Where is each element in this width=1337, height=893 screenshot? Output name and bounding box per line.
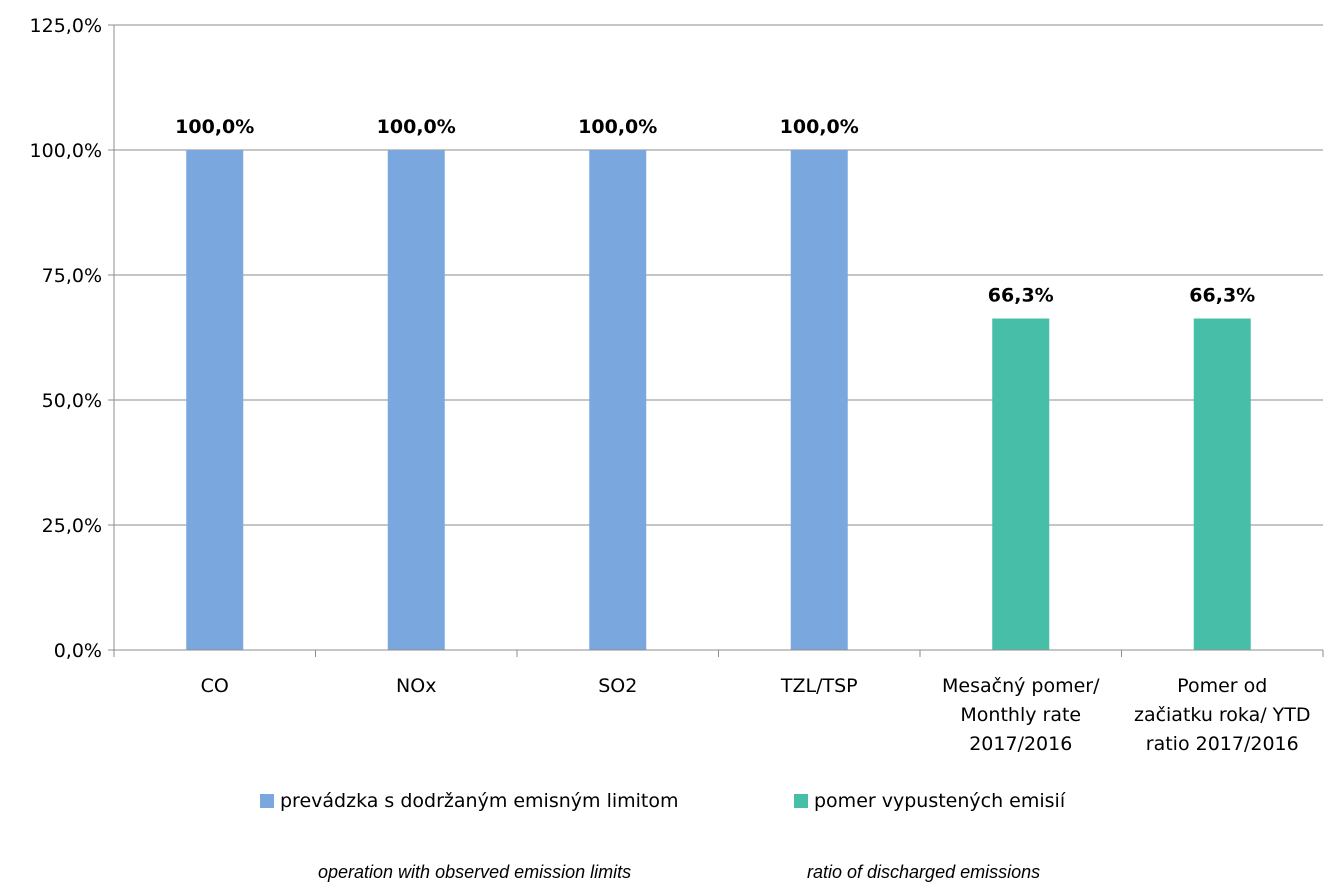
legend-item-series-1: prevádzka s dodržaným emisným limitom xyxy=(260,790,679,812)
axes xyxy=(108,24,1324,657)
y-tick-label: 125,0% xyxy=(30,15,102,37)
x-category-label-line: Monthly rate xyxy=(960,704,1081,726)
gridlines xyxy=(114,24,1323,526)
data-label: 100,0% xyxy=(377,116,456,138)
legend-label-series-2: pomer vypustených emisií xyxy=(814,790,1066,812)
x-category-label: SO2 xyxy=(598,675,637,697)
x-category-label: CO xyxy=(201,675,229,697)
x-category-label-line: ratio 2017/2016 xyxy=(1146,733,1299,755)
data-label: 100,0% xyxy=(578,116,657,138)
y-tick-label: 50,0% xyxy=(42,390,102,412)
data-label-background xyxy=(972,281,1069,310)
x-category-label-line: začiatku roka/ YTD xyxy=(1134,704,1311,726)
data-label: 100,0% xyxy=(175,116,254,138)
data-label: 66,3% xyxy=(988,285,1054,307)
data-label: 66,3% xyxy=(1189,285,1255,307)
data-label: 100,0% xyxy=(780,116,859,138)
x-category-label-line: TZL/TSP xyxy=(780,675,858,697)
data-labels: 100,0% 100,0% 100,0% 100,0% 66,3% 66,3% xyxy=(166,113,1271,310)
x-category-label-line: CO xyxy=(201,675,229,697)
data-label-background xyxy=(569,113,666,141)
data-label-background xyxy=(1174,281,1271,310)
legend-swatch-series-2 xyxy=(794,794,808,808)
bar-2-6 xyxy=(1193,318,1251,650)
x-category-label: Mesačný pomer/Monthly rate 2017/2016 xyxy=(942,675,1100,755)
legend-subtitle-2: ratio of discharged emissions xyxy=(807,862,1041,882)
legend-label-series-1: prevádzka s dodržaným emisným limitom xyxy=(280,790,679,812)
bar-1-1 xyxy=(186,150,244,650)
x-category-labels: CO NOx SO2 TZL/TSP Mesačný pomer/Monthly rat… xyxy=(201,675,1311,755)
legend-subtitle-1: operation with observed emission limits xyxy=(318,862,632,882)
x-category-label-line: SO2 xyxy=(598,675,637,697)
x-category-label: NOx xyxy=(396,675,436,697)
x-category-label-line: Mesačný pomer/ xyxy=(942,675,1100,697)
bars xyxy=(186,150,1251,650)
y-tick-label: 0,0% xyxy=(54,640,102,662)
y-tick-label: 100,0% xyxy=(30,140,102,162)
y-tick-labels: 0,0% 25,0% 50,0% 75,0% 100,0% 125,0% xyxy=(30,15,102,662)
y-tick-label: 25,0% xyxy=(42,515,102,537)
bar-2-5 xyxy=(992,318,1050,650)
x-category-label: TZL/TSP xyxy=(780,675,858,697)
legend-swatch-series-1 xyxy=(260,794,274,808)
x-category-label-line: Pomer od xyxy=(1177,675,1267,697)
data-label-background xyxy=(166,113,263,141)
y-tick-label: 75,0% xyxy=(42,265,102,287)
bar-1-2 xyxy=(387,150,445,650)
data-label-background xyxy=(368,113,465,141)
data-label-background xyxy=(771,113,868,141)
x-category-label-line: 2017/2016 xyxy=(969,733,1072,755)
x-category-label-line: NOx xyxy=(396,675,436,697)
bar-1-4 xyxy=(790,150,848,650)
x-category-label: Pomer od začiatku roka/ YTD ratio 2017/201… xyxy=(1134,675,1311,755)
bar-1-3 xyxy=(589,150,647,650)
legend-item-series-2: pomer vypustených emisií xyxy=(794,790,1065,812)
